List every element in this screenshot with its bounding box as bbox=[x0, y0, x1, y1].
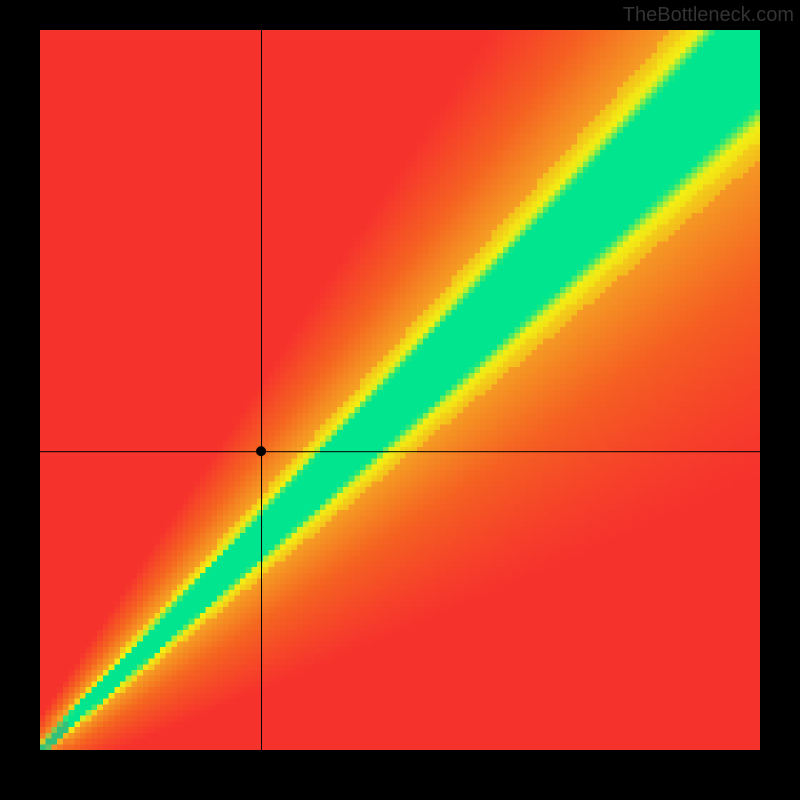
attribution-text: TheBottleneck.com bbox=[623, 4, 794, 27]
bottleneck-heatmap bbox=[40, 30, 760, 750]
crosshair-overlay bbox=[40, 30, 760, 750]
